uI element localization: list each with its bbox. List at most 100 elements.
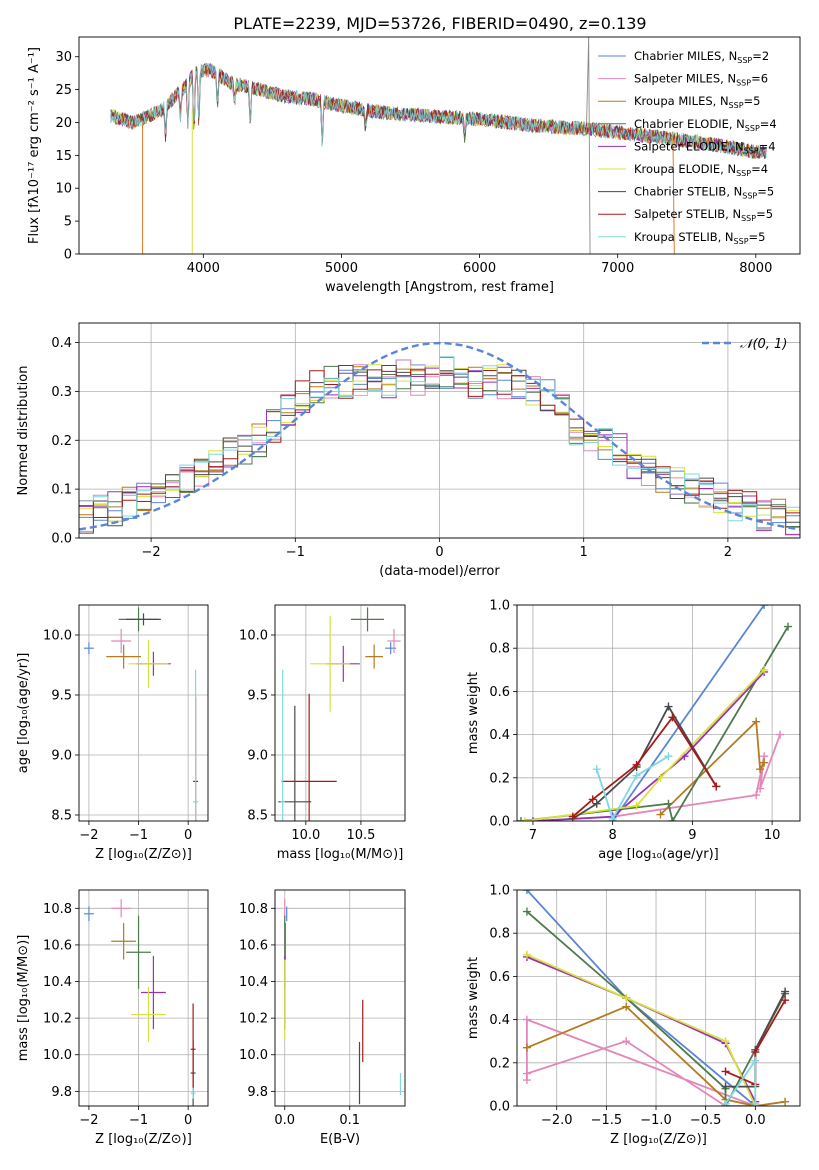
weight-point bbox=[522, 950, 531, 959]
weight-point bbox=[751, 1099, 760, 1106]
legend-label: Salpeter ELODIE, NSSP=4 bbox=[634, 139, 776, 155]
weight-point bbox=[632, 760, 641, 769]
y-tick-label: 15 bbox=[55, 149, 72, 164]
x-tick-label: −1.5 bbox=[591, 1113, 623, 1128]
plot-frame bbox=[78, 889, 209, 1107]
x-tick-label: 7 bbox=[529, 828, 537, 843]
x-tick-label: −1 bbox=[129, 828, 148, 843]
weight-point bbox=[520, 817, 529, 821]
y-tick-label: 8.5 bbox=[247, 809, 268, 824]
weight-series bbox=[520, 626, 789, 821]
weight-point bbox=[752, 717, 761, 726]
legend-label: Chabrier STELIB, NSSP=5 bbox=[634, 185, 774, 201]
weight-point bbox=[664, 702, 673, 711]
x-tick-label: 0.0 bbox=[745, 1113, 766, 1128]
weight-point bbox=[664, 799, 673, 808]
weight-point bbox=[760, 665, 769, 674]
y-tick-label: 0.4 bbox=[489, 1013, 510, 1028]
histogram-series bbox=[79, 356, 800, 530]
x-tick-label: 0 bbox=[435, 545, 443, 560]
weight-point bbox=[756, 765, 765, 774]
panel-mass-vs-Z: −2 −1 0 9.8 10.0 10.2 10.4 10.6 10.8 Z [log₁₀(Z/Z… bbox=[16, 889, 209, 1147]
x-tick-label: 0.1 bbox=[339, 1113, 360, 1128]
y-tick-label: 0.0 bbox=[51, 532, 72, 547]
plot-frame bbox=[78, 36, 801, 255]
y-tick-label: 9.8 bbox=[51, 1085, 72, 1100]
weight-point bbox=[751, 1048, 760, 1056]
x-tick-label: −2.0 bbox=[541, 1113, 573, 1128]
y-tick-label: 10.6 bbox=[239, 938, 268, 953]
x-tick-label: 0 bbox=[184, 828, 192, 843]
weight-point bbox=[721, 1099, 730, 1106]
x-tick-label: −2 bbox=[142, 545, 161, 560]
weight-point bbox=[784, 622, 793, 631]
y-tick-label: 10.6 bbox=[43, 938, 72, 953]
x-tick-label: 0 bbox=[184, 1113, 192, 1128]
plot-frame bbox=[516, 604, 801, 822]
y-tick-label: 0.3 bbox=[51, 385, 72, 400]
weight-point bbox=[632, 771, 641, 780]
x-axis-label: Z [log₁₀(Z/Z⊙)] bbox=[95, 1132, 192, 1147]
weight-point bbox=[622, 1037, 631, 1046]
weight-point bbox=[752, 791, 761, 800]
y-tick-label: 0.4 bbox=[489, 728, 510, 743]
panel-age-vs-Z: −2 −1 0 8.5 9.0 9.5 10.0 Z [log₁₀(Z/Z⊙)] age [lo… bbox=[16, 604, 209, 862]
weight-series bbox=[572, 704, 718, 820]
weight-series bbox=[526, 956, 757, 1103]
weight-series bbox=[526, 1018, 756, 1106]
panel-mass-vs-EBV: 0.0 0.1 9.8 10.0 10.2 10.4 10.6 10.8 E(B-V) bbox=[239, 889, 406, 1147]
weight-point bbox=[522, 1076, 531, 1085]
x-tick-label: 6000 bbox=[463, 261, 496, 276]
y-axis-label: age [log₁₀(age/yr)] bbox=[16, 653, 31, 774]
x-tick-label: 5000 bbox=[325, 261, 358, 276]
x-tick-label: −0.5 bbox=[690, 1113, 722, 1128]
x-tick-label: −1 bbox=[286, 545, 305, 560]
legend-label: Salpeter MILES, NSSP=6 bbox=[634, 72, 768, 88]
x-axis-label: (data-model)/error bbox=[379, 564, 500, 579]
y-tick-label: 0.2 bbox=[51, 434, 72, 449]
y-axis-label: Flux [fλ10⁻¹⁷ erg cm⁻² s⁻¹ A⁻¹] bbox=[27, 47, 42, 244]
plot-frame bbox=[516, 889, 801, 1107]
weight-point bbox=[656, 810, 665, 819]
y-tick-label: 0.4 bbox=[51, 336, 72, 351]
weight-point bbox=[622, 1002, 631, 1011]
y-tick-label: 0.0 bbox=[489, 1100, 510, 1115]
legend-label: 𝒩(0, 1) bbox=[740, 337, 787, 352]
x-tick-label: 10 bbox=[764, 828, 781, 843]
weight-point bbox=[622, 994, 631, 1002]
weight-point bbox=[756, 784, 765, 793]
weight-series bbox=[595, 755, 669, 821]
x-tick-label: 4000 bbox=[187, 261, 220, 276]
plot-frame bbox=[274, 604, 406, 822]
y-tick-label: 20 bbox=[55, 116, 72, 131]
legend-label: Kroupa MILES, NSSP=5 bbox=[634, 94, 760, 110]
y-tick-label: 25 bbox=[55, 83, 72, 98]
y-tick-label: 0.1 bbox=[51, 483, 72, 498]
y-tick-label: 9.5 bbox=[247, 689, 268, 704]
y-axis-label: mass [log₁₀(M/M⊙)] bbox=[16, 935, 31, 1062]
y-tick-label: 9.5 bbox=[51, 689, 72, 704]
x-tick-label: 2 bbox=[724, 545, 732, 560]
weight-point bbox=[568, 812, 577, 821]
weight-point bbox=[632, 801, 641, 810]
y-axis-label: Normed distribution bbox=[16, 366, 31, 496]
y-tick-label: 0 bbox=[64, 248, 72, 263]
x-tick-label: 7000 bbox=[601, 261, 634, 276]
y-tick-label: 10.2 bbox=[43, 1012, 72, 1027]
weight-point bbox=[721, 1067, 730, 1076]
weight-point bbox=[721, 1037, 730, 1046]
weight-point bbox=[781, 987, 790, 996]
y-axis-label: mass weight bbox=[466, 672, 481, 754]
panel-weight-vs-Z: −2.0 −1.5 −1.0 −0.5 0.0 0.0 0.2 0.4 0.6 0.8 1.0 Z [… bbox=[466, 884, 801, 1147]
x-tick-label: −2 bbox=[79, 828, 98, 843]
plot-frame bbox=[274, 889, 406, 1107]
x-tick-label: 8 bbox=[609, 828, 617, 843]
weight-point bbox=[522, 1015, 531, 1024]
weight-point bbox=[522, 890, 531, 894]
y-tick-label: 10.4 bbox=[43, 975, 72, 990]
weight-series bbox=[524, 669, 765, 821]
y-tick-label: 9.8 bbox=[247, 1085, 268, 1100]
y-tick-label: 10.8 bbox=[239, 902, 268, 917]
x-tick-label: −2 bbox=[79, 1113, 98, 1128]
